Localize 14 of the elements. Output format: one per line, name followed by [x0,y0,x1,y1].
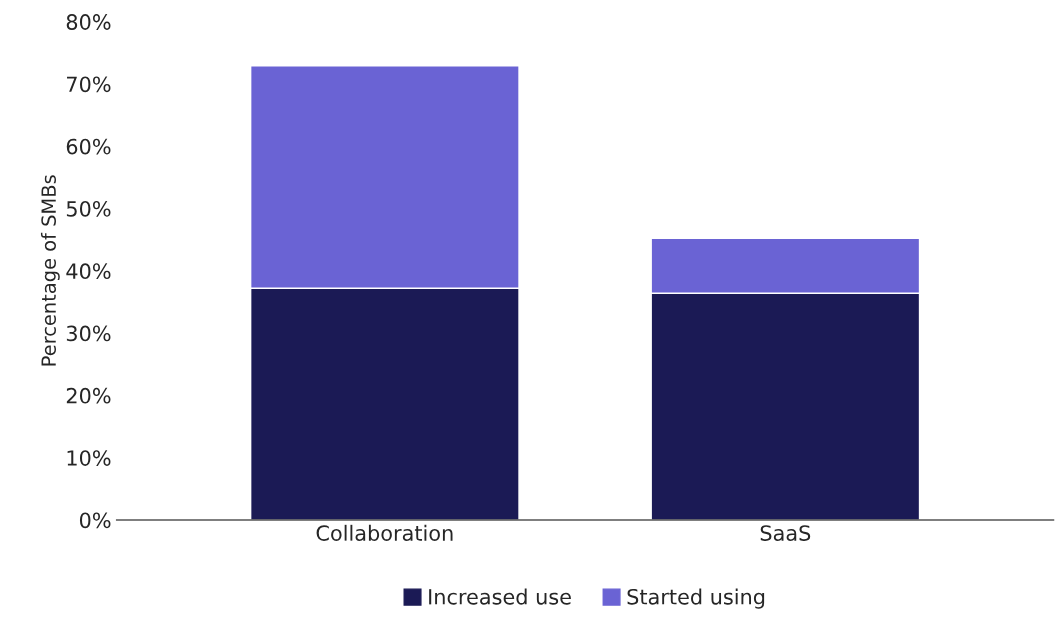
y-tick-label: 80% [66,14,111,30]
y-tick-label: 50% [66,200,111,217]
x-tick-label: SaaS [760,525,811,541]
y-tick-label: 60% [66,138,111,155]
y-tick-label: 70% [67,76,111,93]
y-axis-title: Percentage of SMBs [40,175,60,366]
y-tick-label: 20% [66,387,111,404]
y-tick-label: 0% [79,512,111,529]
legend-label: Increased use [429,588,571,605]
y-tick-label: 30% [66,325,111,342]
y-tick-label: 10% [67,450,111,466]
y-tick-label: 40% [66,263,111,280]
legend-label: Started using [627,588,765,609]
x-tick-label: Collaboration [316,524,453,541]
